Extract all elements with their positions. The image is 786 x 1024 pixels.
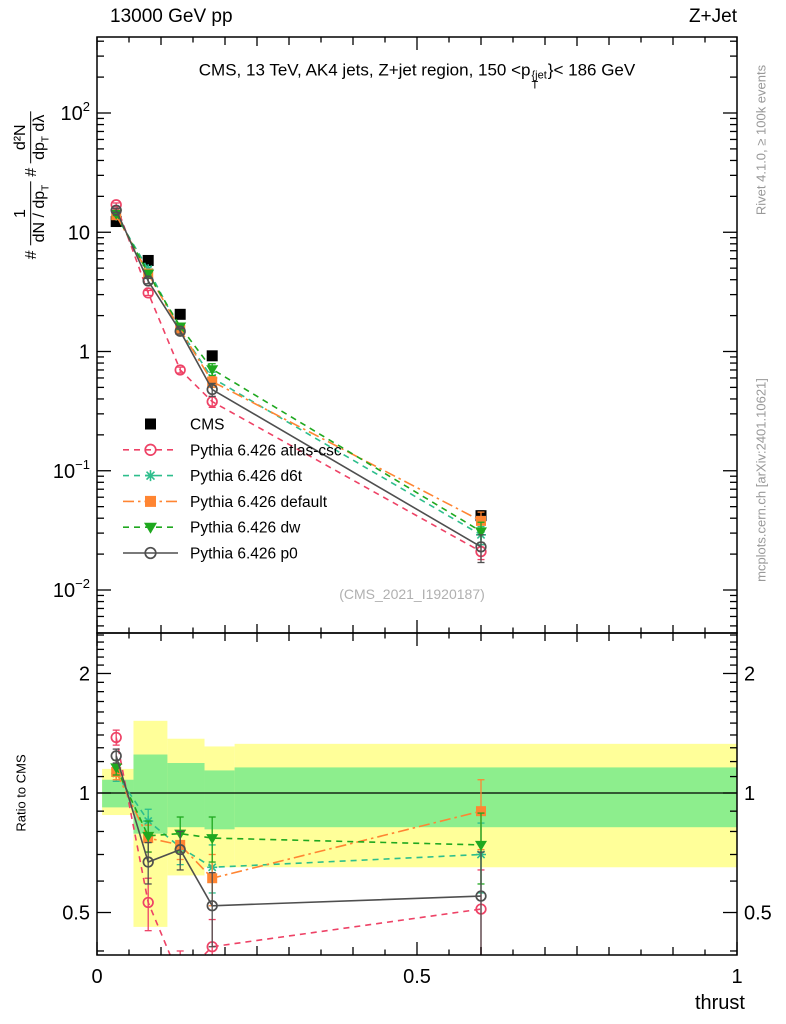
data-point-marker	[144, 522, 157, 534]
frac2-numerator: d²N	[12, 111, 31, 163]
tick-label: 10−2	[53, 576, 90, 602]
data-point-marker	[206, 365, 219, 376]
data-point-marker	[145, 418, 156, 430]
band-green	[167, 763, 205, 828]
data-point-marker	[175, 974, 185, 984]
data-point-marker	[207, 376, 218, 387]
tick-label: 1	[79, 783, 90, 805]
data-point-marker	[206, 350, 218, 362]
legend-label-pythia-6-426-dw: Pythia 6.426 dw	[190, 520, 301, 537]
tick-label: 10−1	[53, 457, 90, 483]
data-point-marker	[476, 806, 486, 817]
tick-label: 10	[68, 222, 90, 244]
y-axis-label: # 1 dN / dpT # d²N dpT dλ	[12, 107, 52, 260]
data-point-marker	[145, 495, 156, 507]
axis-ticks	[96, 37, 738, 955]
plot-title-suffix: }< 186 GeV	[547, 60, 636, 80]
data-point-marker	[174, 364, 186, 376]
data-point-marker	[142, 269, 155, 280]
mcplots-credit-label: mcplots.cern.ch [arXiv:2401.10621]	[753, 378, 769, 582]
tick-label: 0	[91, 966, 102, 988]
tick-label: 0.5	[403, 966, 431, 988]
series-line	[115, 213, 482, 533]
legend-label-pythia-6-426-d6t: Pythia 6.426 d6t	[190, 468, 303, 485]
data-point-marker	[142, 856, 154, 868]
series-line	[115, 773, 482, 869]
data-point-marker	[142, 831, 155, 842]
rivet-version-label: Rivet 4.1.0, ≥ 100k events	[753, 64, 769, 216]
ratio-axis-label: Ratio to CMS	[13, 754, 29, 832]
fraction-1-over-dn-dpt: 1 dN / dpT	[12, 181, 52, 246]
data-point-marker	[142, 287, 154, 299]
data-point-marker	[110, 750, 122, 762]
frac2-denominator: dpT dλ	[30, 114, 51, 160]
pt-jet-sup: {jet	[531, 69, 547, 82]
legend-label-pythia-6-426-p0: Pythia 6.426 p0	[190, 546, 298, 563]
x-axis-label: thrust	[694, 992, 745, 1014]
tick-label: 102	[61, 99, 90, 125]
main-panel-frame	[96, 36, 738, 634]
band-green	[234, 767, 737, 828]
process-label: Z+Jet	[688, 6, 737, 27]
legend-label-pythia-6-426-default: Pythia 6.426 default	[190, 494, 328, 511]
series-line	[115, 771, 482, 880]
series-pythia-6-426-p0	[110, 748, 487, 955]
uncertainty-bands	[102, 720, 737, 927]
data-point-marker	[475, 840, 487, 851]
plot-title: CMS, 13 TeV, AK4 jets, Z+jet region, 150…	[199, 61, 635, 92]
series-line	[115, 737, 482, 955]
data-point-marker	[475, 541, 487, 553]
tick-label: 0.5	[744, 903, 772, 925]
hash-symbol: #	[23, 250, 40, 260]
tick-label: 1	[79, 342, 90, 364]
data-point-marker	[142, 896, 154, 909]
data-point-marker	[174, 843, 186, 856]
data-point-marker	[174, 325, 186, 337]
tick-label: 1	[731, 966, 742, 988]
hash-symbol: #	[23, 167, 40, 177]
data-point-marker	[142, 254, 154, 266]
data-point-marker	[110, 216, 122, 228]
beam-energy-label: 13000 GeV pp	[110, 6, 233, 27]
legend-label-cms: CMS	[190, 417, 224, 434]
data-point-marker	[476, 515, 486, 526]
tick-label: 1	[744, 783, 755, 805]
data-point-marker	[142, 275, 154, 287]
series-pythia-6-426-p0	[110, 204, 487, 564]
frac1-numerator: 1	[12, 181, 31, 246]
pt-jet-supsub: {jet T	[531, 69, 547, 92]
data-point-marker	[110, 731, 122, 744]
tick-label: 2	[744, 663, 755, 685]
series-pythia-6-426-dw	[110, 209, 487, 544]
data-point-marker	[144, 443, 157, 456]
analysis-id-watermark: (CMS_2021_I1920187)	[339, 586, 485, 602]
data-point-marker	[144, 546, 157, 560]
series-line	[115, 215, 482, 536]
data-point-marker	[206, 383, 218, 396]
data-point-marker	[206, 834, 219, 845]
data-point-marker	[206, 900, 218, 912]
data-point-marker	[475, 527, 487, 538]
tick-label: 0.5	[62, 903, 90, 925]
data-point-marker	[174, 308, 186, 320]
data-point-marker	[110, 204, 122, 216]
band-green	[204, 770, 235, 830]
legend	[123, 418, 178, 560]
data-point-marker	[475, 890, 487, 902]
legend-label-pythia-6-426-atlas-csc: Pythia 6.426 atlas-csc	[190, 442, 342, 459]
tick-label: 2	[79, 663, 90, 685]
frac1-denominator: dN / dpT	[30, 184, 51, 243]
fraction-d2n-over-dpt-dlambda: d²N dpT dλ	[12, 111, 52, 163]
data-point-marker	[145, 470, 156, 482]
pt-jet-sub: T	[531, 80, 539, 92]
plot-title-text: CMS, 13 TeV, AK4 jets, Z+jet region, 150…	[198, 60, 531, 80]
